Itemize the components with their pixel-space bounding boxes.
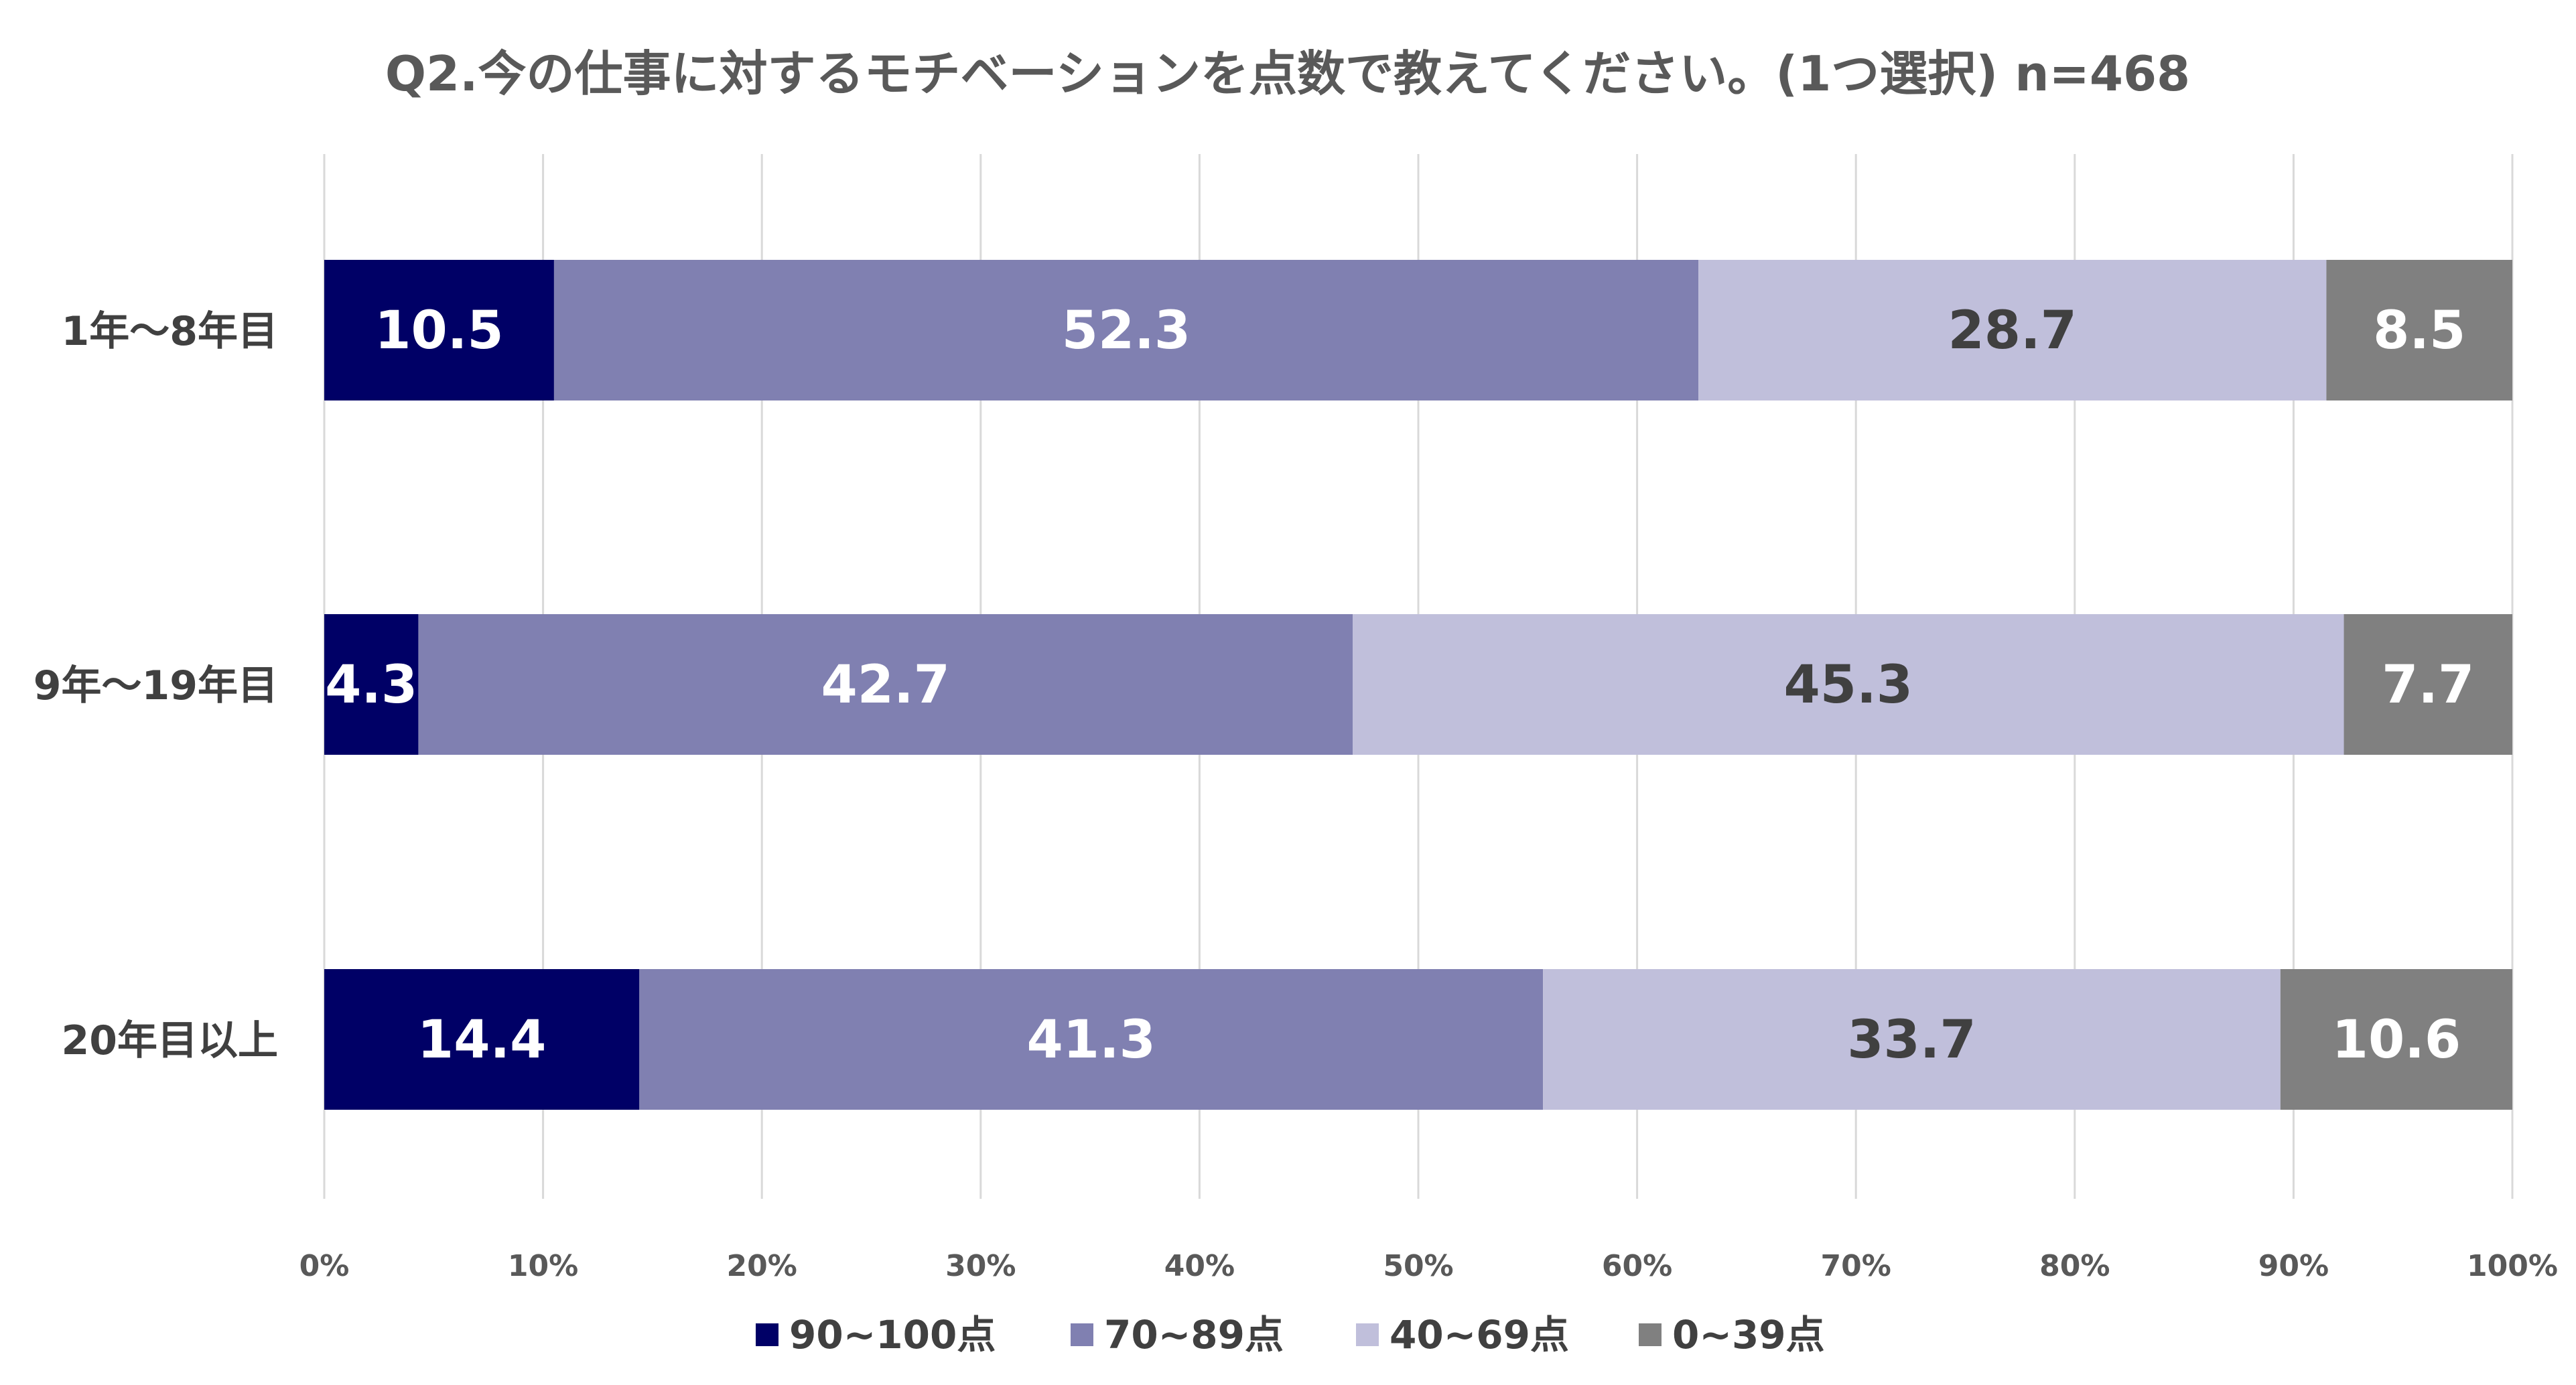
bar-segment: [639, 969, 1544, 1110]
legend-swatch: [756, 1323, 778, 1346]
data-label: 8.5: [2373, 301, 2465, 361]
bar-segment: [2280, 969, 2512, 1110]
legend-label: 40~69点: [1389, 1312, 1569, 1358]
data-label: 10.5: [375, 301, 503, 361]
legend-label: 90~100点: [789, 1312, 996, 1358]
data-label: 42.7: [821, 655, 950, 715]
bar-segment: [2344, 614, 2512, 755]
category-label: 9年～19年目: [33, 662, 278, 709]
x-tick-labels: 0% 10% 20% 30% 40% 50% 60% 70% 80% 90% 100%: [299, 1249, 2558, 1283]
x-tick-label: 60%: [1602, 1249, 1672, 1283]
legend-swatch: [1356, 1323, 1379, 1346]
category-label: 20年目以上: [62, 1017, 279, 1064]
x-tick-label: 30%: [945, 1249, 1016, 1283]
data-label: 33.7: [1847, 1010, 1976, 1070]
legend-swatch: [1639, 1323, 1662, 1346]
bar-segment: [324, 969, 640, 1110]
x-tick-label: 10%: [508, 1249, 578, 1283]
data-label: 28.7: [1948, 301, 2076, 361]
x-tick-label: 100%: [2467, 1249, 2558, 1283]
bars: 10.5 52.3 28.7 8.5 4.3 42.7 45.3 7.7 14.4 41.3 33.…: [324, 260, 2512, 1110]
category-labels: 1年～8年目 9年～19年目 20年目以上: [33, 308, 278, 1064]
data-label: 10.6: [2332, 1010, 2461, 1070]
bar-segment: [324, 614, 419, 755]
chart-title: Q2.今の仕事に対するモチベーションを点数で教えてください。(1つ選択) n=4…: [385, 46, 2190, 102]
data-label: 52.3: [1062, 301, 1191, 361]
legend-swatch: [1071, 1323, 1093, 1346]
x-tick-label: 40%: [1164, 1249, 1235, 1283]
legend: 90~100点 70~89点 40~69点 0~39点: [756, 1312, 1825, 1358]
x-tick-label: 50%: [1383, 1249, 1453, 1283]
x-tick-label: 0%: [299, 1249, 350, 1283]
x-tick-label: 20%: [727, 1249, 797, 1283]
bar-segment: [324, 260, 554, 400]
data-label: 41.3: [1027, 1010, 1156, 1070]
data-label: 7.7: [2382, 655, 2474, 715]
x-tick-label: 80%: [2039, 1249, 2110, 1283]
legend-label: 70~89点: [1104, 1312, 1284, 1358]
bar-segment: [1543, 969, 2281, 1110]
bar-segment: [2326, 260, 2512, 400]
x-tick-label: 70%: [1821, 1249, 1891, 1283]
data-label: 45.3: [1784, 655, 1913, 715]
legend-label: 0~39点: [1672, 1312, 1825, 1358]
x-tick-label: 90%: [2258, 1249, 2329, 1283]
bar-segment: [553, 260, 1699, 400]
bar-segment: [1353, 614, 2344, 755]
category-label: 1年～8年目: [62, 308, 279, 355]
data-label: 4.3: [325, 655, 417, 715]
bar-segment: [1698, 260, 2327, 400]
data-label: 14.4: [417, 1010, 546, 1070]
bar-segment: [418, 614, 1353, 755]
